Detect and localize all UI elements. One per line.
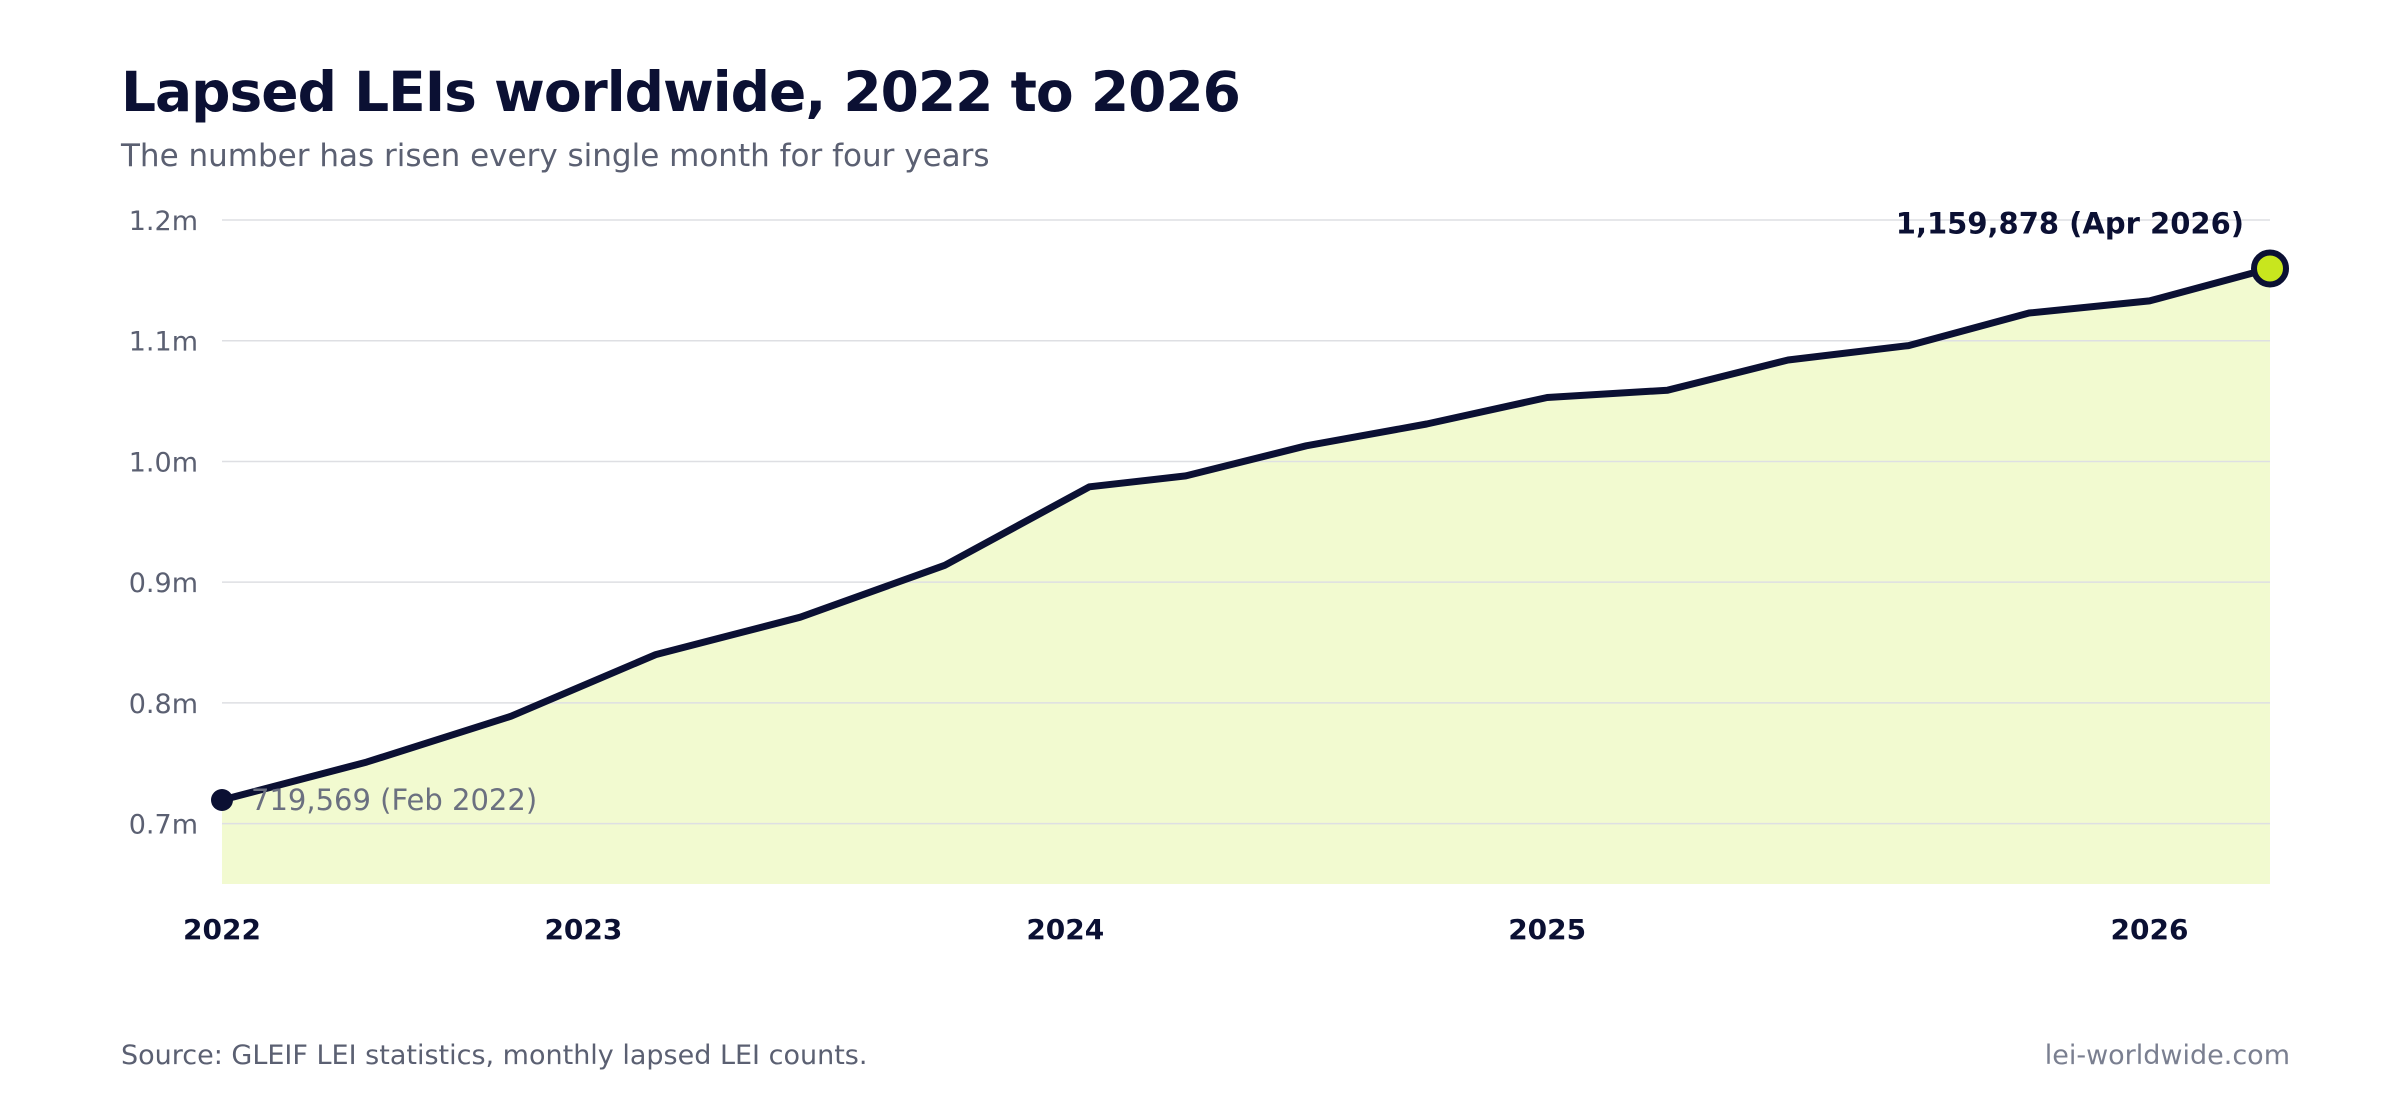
end-point <box>2251 249 2289 288</box>
site-credit[interactable]: lei-worldwide.com <box>2044 1040 2290 1071</box>
series-line <box>218 264 2274 804</box>
y-tick-label-0.9m: 0.9m <box>129 568 198 599</box>
y-tick-label-1.2m: 1.2m <box>129 206 198 237</box>
x-tick-label-2022: 2022 <box>183 913 261 946</box>
start-annotation: 719,569 (Feb 2022) <box>251 783 537 817</box>
x-tick-label-2025: 2025 <box>1508 913 1586 946</box>
area-fill <box>222 268 2270 884</box>
chart-title: Lapsed LEIs worldwide, 2022 to 2026 <box>121 60 1241 124</box>
x-tick-label-2023: 2023 <box>544 913 622 946</box>
y-tick-label-1.1m: 1.1m <box>129 327 198 358</box>
x-tick-label-2026: 2026 <box>2111 913 2189 946</box>
y-tick-label-0.8m: 0.8m <box>129 689 198 720</box>
chart-subtitle: The number has risen every single month … <box>121 138 990 174</box>
y-tick-label-0.7m: 0.7m <box>129 810 198 841</box>
start-point <box>211 789 233 812</box>
y-tick-label-1.0m: 1.0m <box>129 447 198 478</box>
x-tick-label-2024: 2024 <box>1026 913 1104 946</box>
source-note: Source: GLEIF LEI statistics, monthly la… <box>121 1040 868 1071</box>
line-area-chart: 0.7m 0.8m 0.9m 1.0m 1.1m 1.2m 2022 2023 2024 2025… <box>129 206 2289 946</box>
end-annotation: 1,159,878 (Apr 2026) <box>1896 206 2244 240</box>
